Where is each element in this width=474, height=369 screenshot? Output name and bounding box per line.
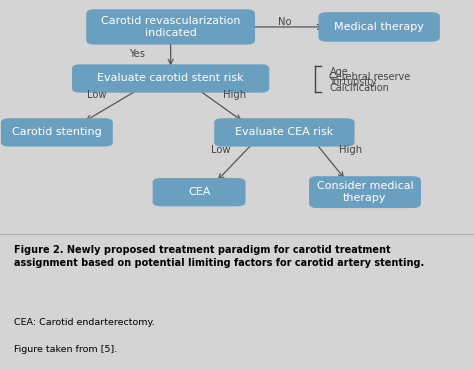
- FancyBboxPatch shape: [319, 12, 440, 42]
- FancyBboxPatch shape: [309, 176, 421, 208]
- Text: Carotid revascularization
indicated: Carotid revascularization indicated: [101, 16, 240, 38]
- Text: Tortuosity: Tortuosity: [329, 77, 377, 87]
- Text: Figure 2. Newly proposed treatment paradigm for carotid treatment
assignment bas: Figure 2. Newly proposed treatment parad…: [14, 245, 425, 268]
- FancyBboxPatch shape: [153, 178, 246, 206]
- Text: Figure taken from [5].: Figure taken from [5].: [14, 345, 118, 354]
- Text: Yes: Yes: [129, 49, 146, 59]
- Text: Cerebral reserve: Cerebral reserve: [329, 72, 410, 82]
- Text: Low: Low: [87, 90, 107, 100]
- Text: Evaluate carotid stent risk: Evaluate carotid stent risk: [97, 73, 244, 83]
- FancyBboxPatch shape: [86, 9, 255, 45]
- Text: CEA: CEA: [188, 187, 210, 197]
- FancyBboxPatch shape: [1, 118, 113, 146]
- Text: Medical therapy: Medical therapy: [334, 22, 424, 32]
- Text: Low: Low: [210, 145, 230, 155]
- Text: Calcification: Calcification: [329, 83, 389, 93]
- Text: No: No: [278, 17, 291, 27]
- Text: Carotid stenting: Carotid stenting: [12, 127, 102, 137]
- Text: CEA: Carotid endarterectomy.: CEA: Carotid endarterectomy.: [14, 318, 155, 327]
- Text: High: High: [223, 90, 246, 100]
- Text: High: High: [339, 145, 362, 155]
- FancyBboxPatch shape: [72, 64, 269, 93]
- Text: Age: Age: [329, 67, 348, 77]
- Text: Consider medical
therapy: Consider medical therapy: [317, 181, 413, 203]
- Text: Evaluate CEA risk: Evaluate CEA risk: [235, 127, 334, 137]
- FancyBboxPatch shape: [214, 118, 355, 146]
